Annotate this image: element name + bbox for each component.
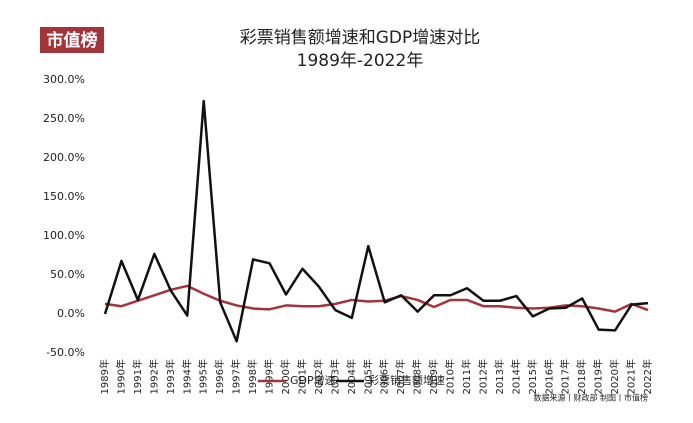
x-tick-label: 1991年 bbox=[131, 359, 144, 394]
chart-title: 彩票销售额增速和GDP增速对比 bbox=[240, 28, 481, 48]
x-tick-label: 2015年 bbox=[526, 359, 539, 394]
chart-subtitle: 1989年-2022年 bbox=[297, 51, 424, 71]
y-tick-label: 200.0% bbox=[43, 151, 85, 164]
x-tick-label: 2012年 bbox=[476, 359, 489, 394]
x-tick-label: 2009年 bbox=[427, 359, 440, 394]
x-tick-label: 1999年 bbox=[263, 359, 276, 394]
x-tick-label: 2017年 bbox=[559, 359, 572, 394]
x-tick-label: 2006年 bbox=[378, 359, 391, 394]
x-tick-label: 2000年 bbox=[279, 359, 292, 394]
x-tick-label: 2003年 bbox=[328, 359, 341, 394]
y-tick-label: 250.0% bbox=[43, 112, 85, 125]
x-tick-label: 2010年 bbox=[444, 359, 457, 394]
source: 数据来源丨财政部 制图丨市值榜 bbox=[533, 393, 648, 403]
legend-label: GDP增速 bbox=[290, 373, 336, 387]
x-tick-label: 1990年 bbox=[114, 359, 127, 394]
logo: 市值榜 bbox=[47, 30, 98, 51]
series-line bbox=[103, 99, 649, 343]
x-tick-label: 1989年 bbox=[98, 359, 111, 394]
y-tick-label: 0.0% bbox=[57, 307, 85, 320]
x-tick-label: 1995年 bbox=[197, 359, 210, 394]
x-tick-label: 1998年 bbox=[246, 359, 259, 394]
y-tick-label: 300.0% bbox=[43, 73, 85, 86]
x-tick-label: 1993年 bbox=[164, 359, 177, 394]
x-tick-label: 2011年 bbox=[460, 359, 473, 394]
y-tick-label: 50.0% bbox=[50, 268, 85, 281]
x-tick-label: 2005年 bbox=[361, 359, 374, 394]
y-tick-label: 100.0% bbox=[43, 229, 85, 242]
x-tick-label: 2004年 bbox=[345, 359, 358, 394]
x-tick-label: 2020年 bbox=[608, 359, 621, 394]
x-tick-label: 1992年 bbox=[147, 359, 160, 394]
x-tick-label: 2021年 bbox=[625, 359, 638, 394]
x-tick-label: 2007年 bbox=[394, 359, 407, 394]
x-tick-label: 2016年 bbox=[542, 359, 555, 394]
x-tick-label: 1996年 bbox=[213, 359, 226, 394]
logo-box bbox=[40, 27, 104, 53]
series-line bbox=[104, 284, 649, 313]
x-tick-label: 2018年 bbox=[575, 359, 588, 394]
y-tick-label: -50.0% bbox=[46, 346, 85, 359]
x-tick-label: 2014年 bbox=[509, 359, 522, 394]
x-tick-label: 2013年 bbox=[493, 359, 506, 394]
x-tick-label: 2019年 bbox=[592, 359, 605, 394]
x-tick-label: 2002年 bbox=[312, 359, 325, 394]
x-tick-label: 1997年 bbox=[230, 359, 243, 394]
x-tick-label: 1994年 bbox=[180, 359, 193, 394]
x-tick-label: 2022年 bbox=[641, 359, 654, 394]
x-tick-label: 2001年 bbox=[295, 359, 308, 394]
x-tick-label: 2008年 bbox=[411, 359, 424, 394]
legend-label: 彩票销售额增速 bbox=[368, 373, 445, 387]
y-tick-label: 150.0% bbox=[43, 190, 85, 203]
